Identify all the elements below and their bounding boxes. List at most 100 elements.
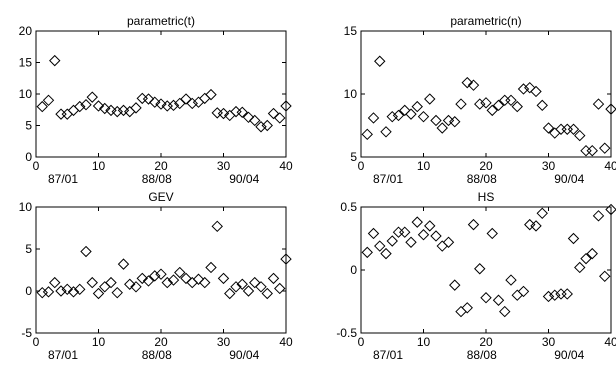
- data-point-diamond: [386, 110, 398, 123]
- data-point-diamond: [274, 282, 286, 295]
- data-point-diamond: [542, 122, 555, 134]
- data-point-diamond: [124, 278, 136, 290]
- data-point-diamond: [361, 246, 373, 259]
- y-tick-label: 10: [19, 200, 33, 214]
- data-point-diamond: [499, 305, 511, 318]
- data-point-diamond: [574, 261, 586, 274]
- data-point-diamond: [49, 54, 61, 67]
- data-point-diamond: [455, 98, 467, 110]
- y-tick-label: 10: [19, 87, 33, 101]
- x-date-label: 90/04: [229, 172, 259, 186]
- data-point-diamond: [186, 97, 198, 110]
- data-point-diamond: [467, 218, 480, 231]
- data-point-diamond: [405, 236, 417, 248]
- data-point-diamond: [386, 235, 398, 247]
- data-point-diamond: [492, 294, 505, 306]
- data-point-diamond: [499, 94, 511, 107]
- y-tick-label: 0.5: [340, 200, 357, 214]
- data-point-diamond: [211, 220, 223, 233]
- data-point-diamond: [174, 266, 186, 279]
- data-point-diamond: [580, 252, 592, 265]
- data-point-diamond: [492, 99, 505, 112]
- x-date-label: 90/04: [229, 348, 259, 362]
- y-tick-label: -0.5: [336, 326, 357, 340]
- data-point-diamond: [399, 104, 411, 117]
- x-tick-label: 20: [154, 335, 168, 349]
- data-point-diamond: [149, 96, 161, 108]
- data-point-diamond: [136, 272, 148, 285]
- data-point-diamond: [442, 114, 455, 127]
- chart-panel-1: parametric(t) 0 10 20 30 40 87/01 88/08 90/04 0 5 1…: [19, 14, 293, 186]
- x-tick-label: 0: [33, 159, 40, 173]
- data-point-diamond: [567, 232, 580, 245]
- x-date-label: 88/08: [142, 348, 172, 362]
- data-point-diamond: [167, 274, 180, 286]
- data-point-diamond: [280, 253, 292, 265]
- data-point-diamond: [367, 112, 380, 124]
- data-point-diamond: [417, 229, 430, 241]
- chart-title: parametric(t): [127, 14, 195, 28]
- data-point-diamond: [474, 98, 486, 110]
- x-tick-label: 0: [358, 335, 365, 349]
- x-tick-label: 0: [358, 159, 365, 173]
- data-point-diamond: [236, 278, 248, 290]
- chart-title: parametric(n): [450, 14, 521, 28]
- data-point-diamond: [230, 281, 242, 293]
- x-date-label: 90/04: [554, 348, 584, 362]
- data-point-diamond: [205, 261, 217, 274]
- data-point-diamond: [105, 276, 117, 289]
- chart-title: GEV: [148, 190, 173, 204]
- data-point-diamond: [467, 79, 480, 91]
- data-point-diamond: [517, 83, 530, 95]
- plot-frame: [360, 206, 612, 334]
- data-point-diamond: [142, 93, 155, 105]
- x-tick-label: 20: [479, 159, 493, 173]
- data-point-diamond: [242, 111, 255, 124]
- data-point-diamond: [555, 123, 567, 135]
- data-point-diamond: [580, 144, 592, 157]
- data-point-diamond: [61, 108, 73, 120]
- x-tick-label: 40: [604, 159, 616, 173]
- data-point-diamond: [374, 55, 386, 67]
- data-point-diamond: [192, 273, 205, 285]
- data-point-diamond: [361, 128, 373, 141]
- data-point-diamond: [55, 108, 67, 120]
- data-point-diamond: [599, 270, 611, 283]
- data-point-diamond: [461, 76, 473, 89]
- data-point-diamond: [155, 98, 167, 110]
- data-point-diamond: [549, 127, 561, 139]
- data-point-diamond: [74, 283, 86, 296]
- data-point-diamond: [461, 302, 473, 314]
- data-point-diamond: [61, 283, 73, 296]
- chart-panel-2: parametric(n) 0 10 20 30 40 87/01 88/08 90/04 5 10…: [344, 14, 616, 186]
- data-point-diamond: [161, 276, 173, 289]
- data-point-diamond: [217, 272, 230, 285]
- x-tick-label: 30: [217, 335, 231, 349]
- x-date-label: 88/08: [467, 172, 497, 186]
- data-point-diamond: [561, 123, 573, 135]
- data-point-diamond: [536, 99, 548, 112]
- y-tick-label: 20: [19, 24, 33, 38]
- data-point-diamond: [380, 126, 392, 138]
- data-point-diamond: [236, 106, 248, 118]
- x-tick-label: 10: [417, 335, 431, 349]
- data-point-diamond: [436, 240, 448, 252]
- x-date-label: 87/01: [48, 172, 78, 186]
- data-point-diamond: [42, 94, 55, 107]
- data-point-diamond: [511, 100, 523, 113]
- x-tick-label: 20: [479, 335, 493, 349]
- data-point-diamond: [111, 286, 123, 299]
- x-tick-label: 40: [279, 159, 293, 173]
- x-date-label: 87/01: [373, 172, 403, 186]
- data-point-diamond: [511, 289, 523, 301]
- data-point-diamond: [242, 285, 255, 297]
- data-point-diamond: [255, 281, 267, 293]
- x-tick-label: 40: [279, 335, 293, 349]
- data-point-diamond: [199, 276, 211, 289]
- data-point-diamond: [411, 216, 423, 228]
- data-point-diamond: [586, 247, 598, 260]
- data-point-diamond: [374, 240, 386, 252]
